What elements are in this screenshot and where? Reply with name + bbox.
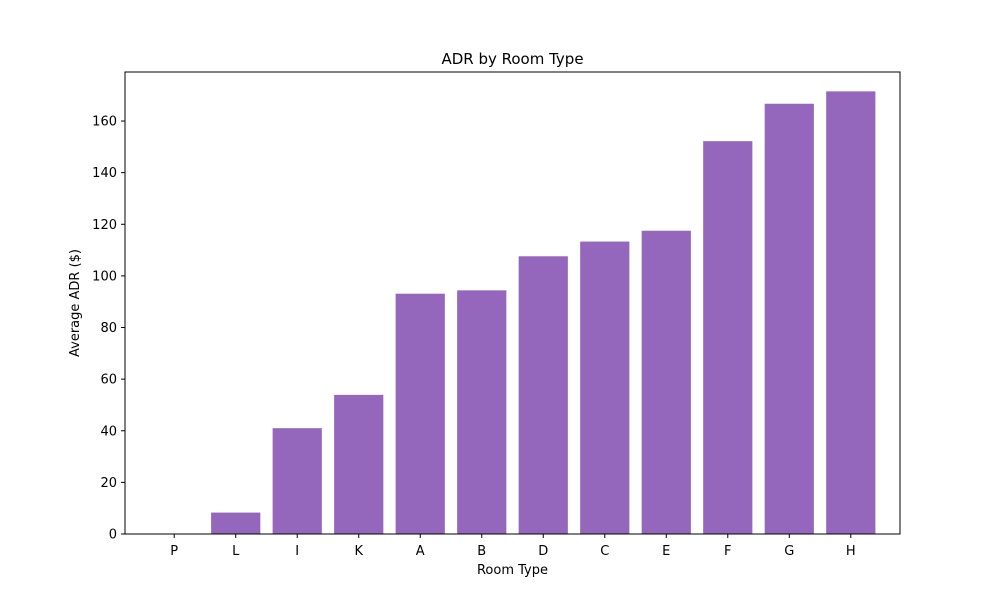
x-tick-label: H [846, 544, 856, 559]
y-axis-title: Average ADR ($) [68, 249, 83, 357]
y-tick-label: 140 [92, 166, 117, 181]
x-tick-label: E [662, 544, 670, 559]
x-tick-label: K [354, 544, 363, 559]
y-axis-ticks: 0 20 40 60 80 100 120 140 160 [92, 115, 125, 543]
bar-A [395, 293, 445, 534]
x-tick-label: I [295, 544, 299, 559]
bar-K [334, 394, 384, 534]
x-tick-label: D [538, 544, 548, 559]
x-tick-label: A [416, 544, 425, 559]
x-tick-label: L [232, 544, 240, 559]
bar-D [518, 256, 568, 534]
x-tick-label: P [170, 544, 178, 559]
bar-C [580, 241, 630, 534]
x-tick-label: B [477, 544, 486, 559]
x-tick-label: G [784, 544, 794, 559]
chart-title: ADR by Room Type [441, 50, 583, 68]
y-tick-label: 120 [92, 218, 117, 233]
bar-B [457, 290, 507, 534]
y-tick-label: 100 [92, 269, 117, 284]
bar-G [764, 103, 814, 534]
bar-I [272, 428, 322, 534]
bars-layer [211, 91, 876, 535]
x-axis-title: Room Type [477, 563, 548, 578]
x-tick-label: C [600, 544, 609, 559]
y-tick-label: 20 [100, 476, 117, 491]
y-tick-label: 40 [100, 424, 117, 439]
bar-L [211, 512, 261, 534]
y-tick-label: 80 [100, 321, 117, 336]
plot-frame [124, 71, 901, 535]
y-tick-label: 60 [100, 373, 117, 388]
y-tick-label: 0 [109, 528, 117, 543]
y-tick-label: 160 [92, 115, 117, 130]
bar-E [641, 230, 691, 535]
x-tick-label: F [724, 544, 731, 559]
bar-H [826, 91, 876, 535]
bar-F [703, 141, 753, 535]
